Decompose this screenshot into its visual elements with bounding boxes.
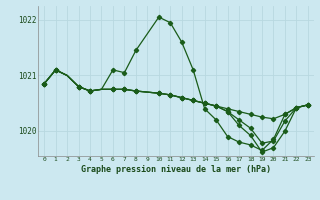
- X-axis label: Graphe pression niveau de la mer (hPa): Graphe pression niveau de la mer (hPa): [81, 165, 271, 174]
